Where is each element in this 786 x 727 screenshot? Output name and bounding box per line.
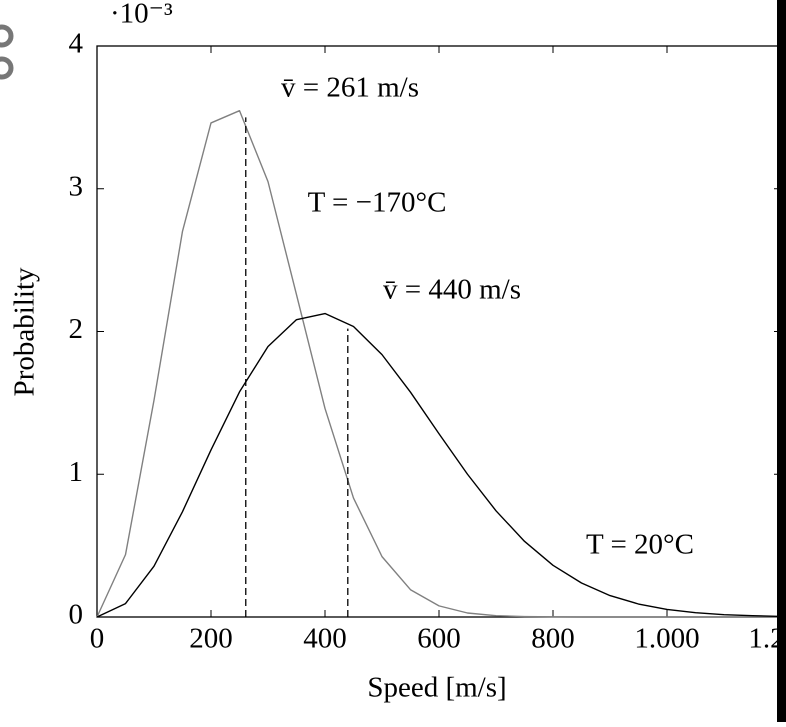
series-line	[96, 109, 781, 618]
app-icon	[0, 24, 14, 80]
x-tick-label: 600	[417, 623, 461, 655]
x-tick-label: 400	[303, 623, 347, 655]
x-axis-title: Speed [m/s]	[367, 672, 506, 704]
series-line	[96, 312, 782, 618]
y-multiplier: ·10⁻³	[110, 0, 173, 30]
mean-label: v̄ = 261 m/s	[281, 72, 419, 104]
curve-label: T = −170°C	[308, 187, 447, 219]
x-tick-label: 800	[531, 623, 575, 655]
x-tick-label: 200	[189, 623, 233, 655]
mean-label: v̄ = 440 m/s	[383, 274, 521, 306]
x-tick-label: 0	[90, 623, 105, 655]
y-tick-label: 4	[69, 28, 84, 60]
x-tick-label: 1.000	[634, 623, 699, 655]
curve-label: T = 20°C	[586, 529, 694, 561]
y-tick-label: 0	[69, 599, 84, 631]
y-tick-label: 2	[69, 313, 84, 345]
window-edge	[777, 0, 786, 722]
y-axis-title: Probability	[9, 267, 41, 396]
y-tick-label: 3	[69, 170, 84, 202]
y-tick-label: 1	[69, 456, 84, 488]
